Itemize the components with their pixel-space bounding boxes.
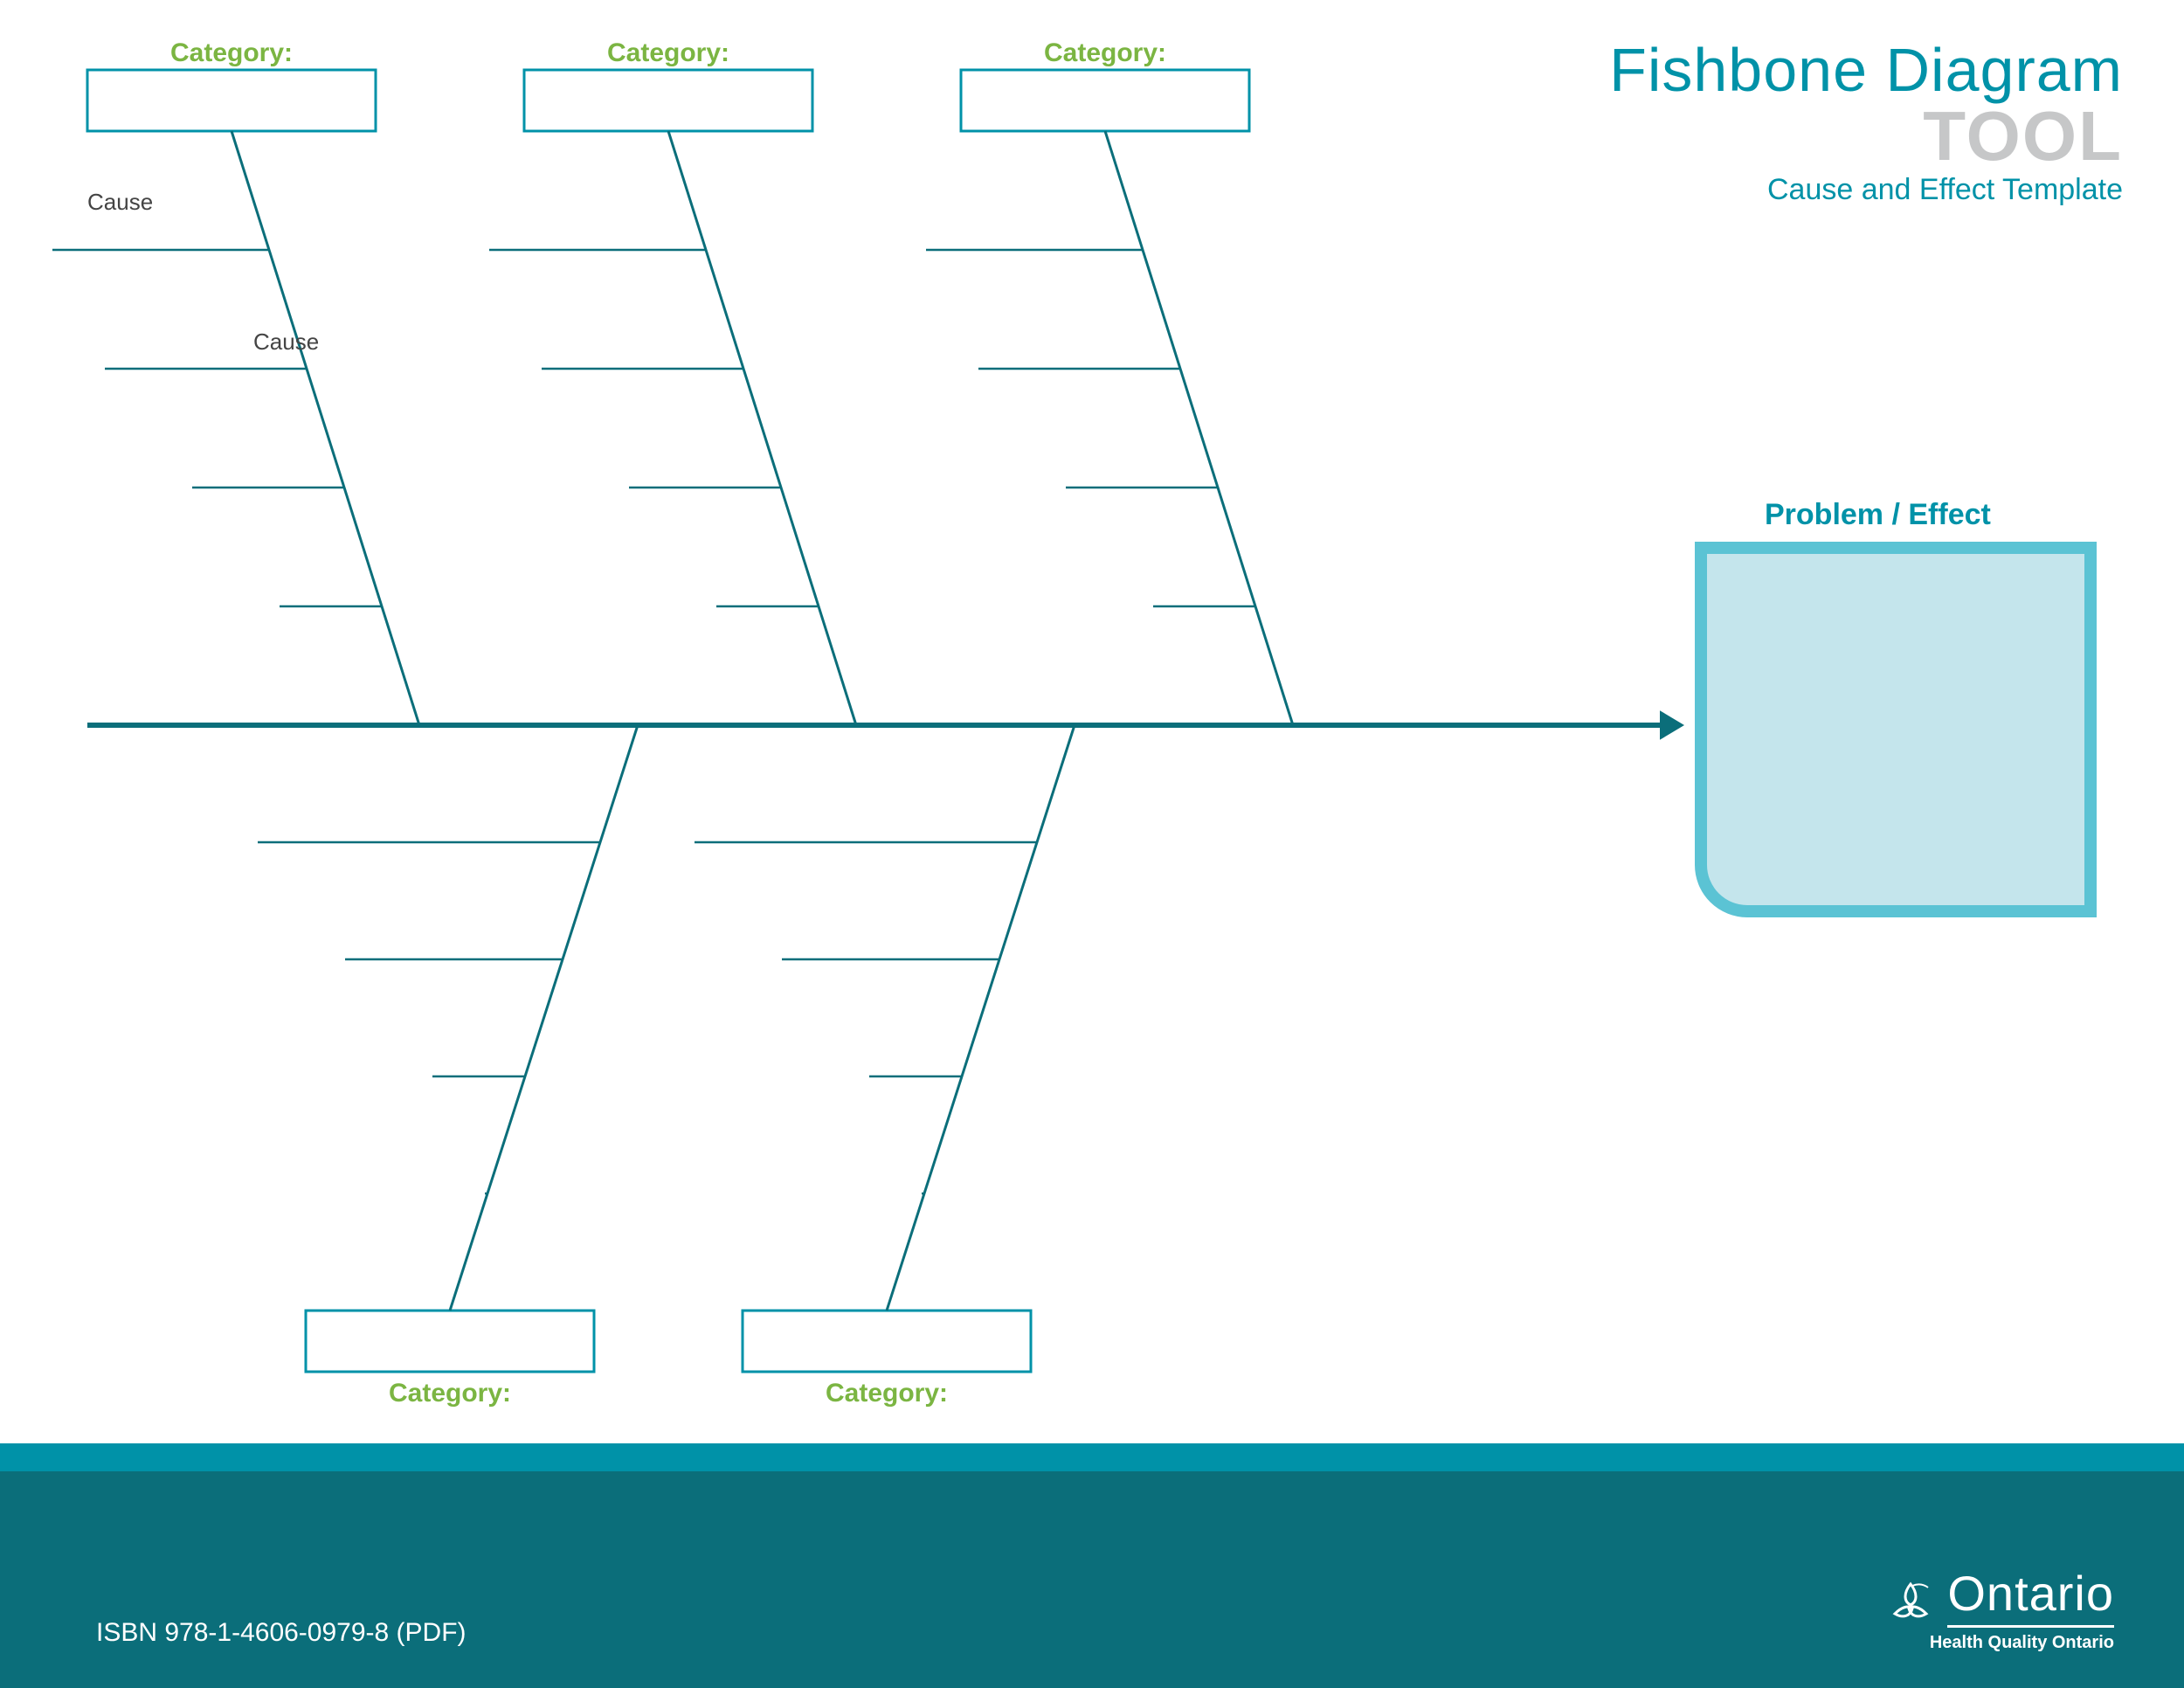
category-box[interactable] [961,70,1249,131]
cause-label: Cause [253,329,319,355]
category-bone [1105,131,1293,725]
category-box[interactable] [524,70,812,131]
isbn-text: ISBN 978-1-4606-0979-8 (PDF) [96,1618,467,1648]
cause-label: Cause [87,189,153,215]
category-bone [450,725,638,1311]
category-label: Category: [170,38,293,67]
ontario-logo: Ontario Health Quality Ontario [1886,1565,2114,1653]
footer-stripe [0,1443,2184,1471]
category-bone [668,131,856,725]
footer: ISBN 978-1-4606-0979-8 (PDF) Ontario Hea… [0,1443,2184,1688]
category-label: Category: [1044,38,1166,67]
category-bone [887,725,1075,1311]
trillium-icon [1886,1579,1935,1628]
fishbone-diagram: Category: Cause Cause Category: Category: Cat… [0,0,2184,1442]
category-label: Category: [826,1379,948,1408]
category-box[interactable] [743,1311,1031,1372]
category-box[interactable] [87,70,376,131]
category-label: Category: [389,1379,511,1408]
spine-arrow [1660,710,1684,740]
page: Fishbone Diagram TOOL Cause and Effect T… [0,0,2184,1688]
logo-subtitle: Health Quality Ontario [1886,1633,2114,1653]
category-label: Category: [607,38,729,67]
category-box[interactable] [306,1311,594,1372]
logo-word: Ontario [1947,1565,2114,1628]
category-bone [232,131,419,725]
